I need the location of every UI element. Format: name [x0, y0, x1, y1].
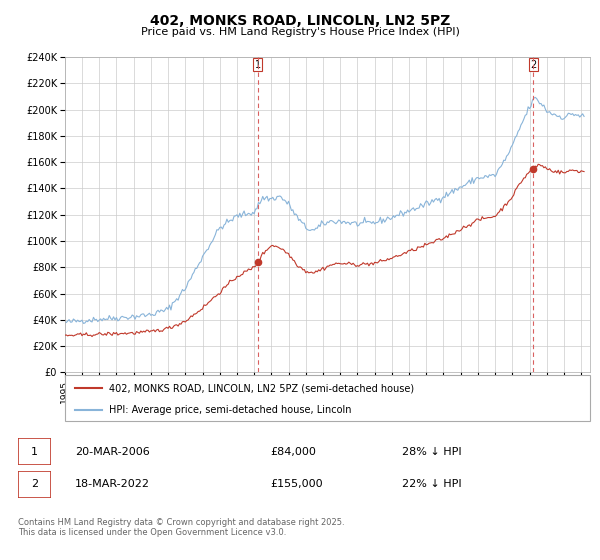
Text: 18-MAR-2022: 18-MAR-2022 — [75, 479, 150, 489]
Text: 1: 1 — [255, 60, 261, 70]
Text: Contains HM Land Registry data © Crown copyright and database right 2025.
This d: Contains HM Land Registry data © Crown c… — [18, 518, 344, 538]
Point — [253, 258, 263, 267]
Text: Price paid vs. HM Land Registry's House Price Index (HPI): Price paid vs. HM Land Registry's House … — [140, 27, 460, 37]
Text: 402, MONKS ROAD, LINCOLN, LN2 5PZ (semi-detached house): 402, MONKS ROAD, LINCOLN, LN2 5PZ (semi-… — [109, 383, 415, 393]
Text: 28% ↓ HPI: 28% ↓ HPI — [402, 447, 461, 457]
Text: HPI: Average price, semi-detached house, Lincoln: HPI: Average price, semi-detached house,… — [109, 405, 352, 414]
Text: 402, MONKS ROAD, LINCOLN, LN2 5PZ: 402, MONKS ROAD, LINCOLN, LN2 5PZ — [150, 14, 450, 28]
Text: 20-MAR-2006: 20-MAR-2006 — [75, 447, 150, 457]
Text: £84,000: £84,000 — [270, 447, 316, 457]
Text: £155,000: £155,000 — [270, 479, 323, 489]
Text: 2: 2 — [530, 60, 536, 70]
Text: 22% ↓ HPI: 22% ↓ HPI — [402, 479, 461, 489]
Text: 1: 1 — [31, 447, 38, 457]
Text: 2: 2 — [31, 479, 38, 489]
Point — [529, 164, 538, 173]
FancyBboxPatch shape — [65, 375, 590, 421]
